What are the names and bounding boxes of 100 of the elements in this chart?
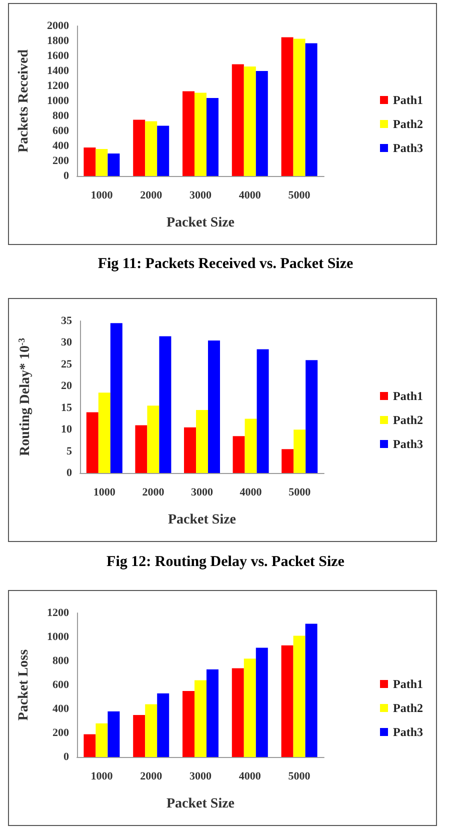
text: Fig 11: Packets Received vs. Packet Size bbox=[96, 256, 354, 273]
bar bbox=[281, 37, 294, 176]
bar bbox=[232, 64, 244, 176]
bar bbox=[293, 636, 306, 757]
bar bbox=[133, 120, 146, 176]
x-tick-label: 2000 bbox=[140, 770, 163, 782]
bar bbox=[306, 360, 318, 473]
y-tick-label: 400 bbox=[52, 703, 70, 715]
y-tick-label: 1200 bbox=[47, 80, 70, 92]
bar bbox=[184, 427, 196, 473]
bar bbox=[232, 668, 244, 757]
bar bbox=[282, 449, 294, 473]
x-tick-label: 5000 bbox=[288, 190, 311, 202]
legend-label: Path1 bbox=[393, 389, 423, 403]
bar bbox=[256, 349, 269, 473]
x-axis-title: Packet Size bbox=[166, 216, 235, 230]
y-tick-label: 2000 bbox=[47, 20, 70, 32]
legend-label: Path2 bbox=[393, 701, 423, 715]
x-tick-label: 2000 bbox=[140, 190, 163, 202]
bar bbox=[135, 425, 148, 473]
bar bbox=[256, 71, 268, 176]
y-tick-label: 5 bbox=[66, 445, 72, 458]
y-axis-title: Packets Received bbox=[16, 49, 32, 153]
legend-label: Path3 bbox=[393, 437, 423, 451]
y-tick-label: 15 bbox=[61, 402, 72, 414]
bar bbox=[84, 734, 96, 757]
bar bbox=[281, 645, 294, 757]
y-tick-label: 0 bbox=[66, 467, 72, 479]
legend-label: Path3 bbox=[393, 725, 423, 739]
legend-label: Path1 bbox=[393, 677, 423, 691]
y-tick-label: 800 bbox=[52, 110, 70, 122]
y-tick-label: 400 bbox=[52, 140, 70, 152]
x-tick-label: 5000 bbox=[288, 770, 311, 782]
legend-label: Path2 bbox=[393, 117, 423, 131]
bar bbox=[293, 38, 306, 176]
bar bbox=[305, 624, 318, 757]
bar bbox=[206, 98, 218, 176]
y-tick-label: 20 bbox=[61, 380, 72, 392]
x-tick-label: 4000 bbox=[238, 770, 262, 782]
bar bbox=[294, 430, 306, 473]
x-tick-label: 1000 bbox=[90, 190, 114, 202]
legend-label: Path3 bbox=[393, 141, 423, 155]
text: Fig 12: Routing Delay vs. Packet Size bbox=[106, 554, 346, 571]
y-tick-label: 10 bbox=[61, 424, 72, 436]
bar bbox=[208, 340, 220, 473]
bar bbox=[232, 436, 245, 473]
bar bbox=[256, 648, 268, 757]
bar bbox=[98, 392, 110, 473]
x-tick-label: 3000 bbox=[191, 486, 214, 498]
bar bbox=[110, 323, 122, 473]
bar bbox=[194, 680, 206, 757]
y-tick-label: 200 bbox=[52, 155, 70, 167]
y-tick-label: 25 bbox=[61, 358, 72, 370]
y-tick-label: 0 bbox=[64, 170, 70, 182]
y-tick-label: 35 bbox=[61, 315, 72, 327]
y-tick-label: 1200 bbox=[47, 607, 70, 619]
y-tick-label: 1400 bbox=[47, 65, 70, 77]
bar bbox=[96, 723, 108, 757]
bar bbox=[157, 126, 170, 176]
bar bbox=[159, 336, 172, 473]
x-tick-label: 1000 bbox=[90, 770, 114, 782]
bar bbox=[108, 711, 120, 757]
legend-label: Path1 bbox=[393, 93, 423, 107]
x-tick-label: 5000 bbox=[288, 486, 312, 498]
y-axis-title: Routing Delay* 10-3 bbox=[16, 338, 33, 456]
legend-label: Path2 bbox=[393, 413, 423, 427]
y-tick-label: 600 bbox=[52, 125, 70, 137]
bar bbox=[147, 406, 160, 473]
bar bbox=[157, 693, 170, 757]
x-tick-label: 4000 bbox=[240, 486, 262, 498]
bar bbox=[305, 43, 318, 176]
x-axis-title: Packet Size bbox=[166, 796, 235, 812]
bar bbox=[133, 715, 146, 757]
x-tick-label: 4000 bbox=[238, 190, 262, 202]
bar bbox=[244, 418, 257, 473]
y-axis-title: Packet Loss bbox=[16, 648, 32, 721]
x-tick-label: 2000 bbox=[142, 486, 165, 498]
x-tick-label: 1000 bbox=[93, 486, 116, 498]
y-tick-label: 200 bbox=[52, 727, 70, 739]
bar bbox=[84, 148, 96, 176]
y-tick-label: 1800 bbox=[47, 35, 70, 47]
bar bbox=[244, 66, 256, 176]
x-tick-label: 3000 bbox=[190, 190, 212, 202]
y-tick-label: 1600 bbox=[47, 50, 70, 62]
y-tick-label: 1000 bbox=[47, 631, 70, 643]
y-tick-label: 800 bbox=[52, 655, 70, 667]
bar bbox=[182, 91, 194, 176]
bar bbox=[145, 704, 158, 757]
bar bbox=[145, 121, 158, 176]
bar bbox=[206, 669, 218, 757]
x-tick-label: 3000 bbox=[190, 770, 212, 782]
x-axis-title: Packet Size bbox=[168, 512, 236, 528]
bar bbox=[182, 691, 194, 757]
y-tick-label: 600 bbox=[52, 679, 70, 691]
y-tick-label: 30 bbox=[61, 336, 72, 349]
bar bbox=[244, 658, 256, 757]
bar bbox=[196, 410, 208, 473]
y-tick-label: 0 bbox=[64, 751, 70, 763]
bar bbox=[96, 149, 108, 176]
bar bbox=[194, 92, 206, 176]
